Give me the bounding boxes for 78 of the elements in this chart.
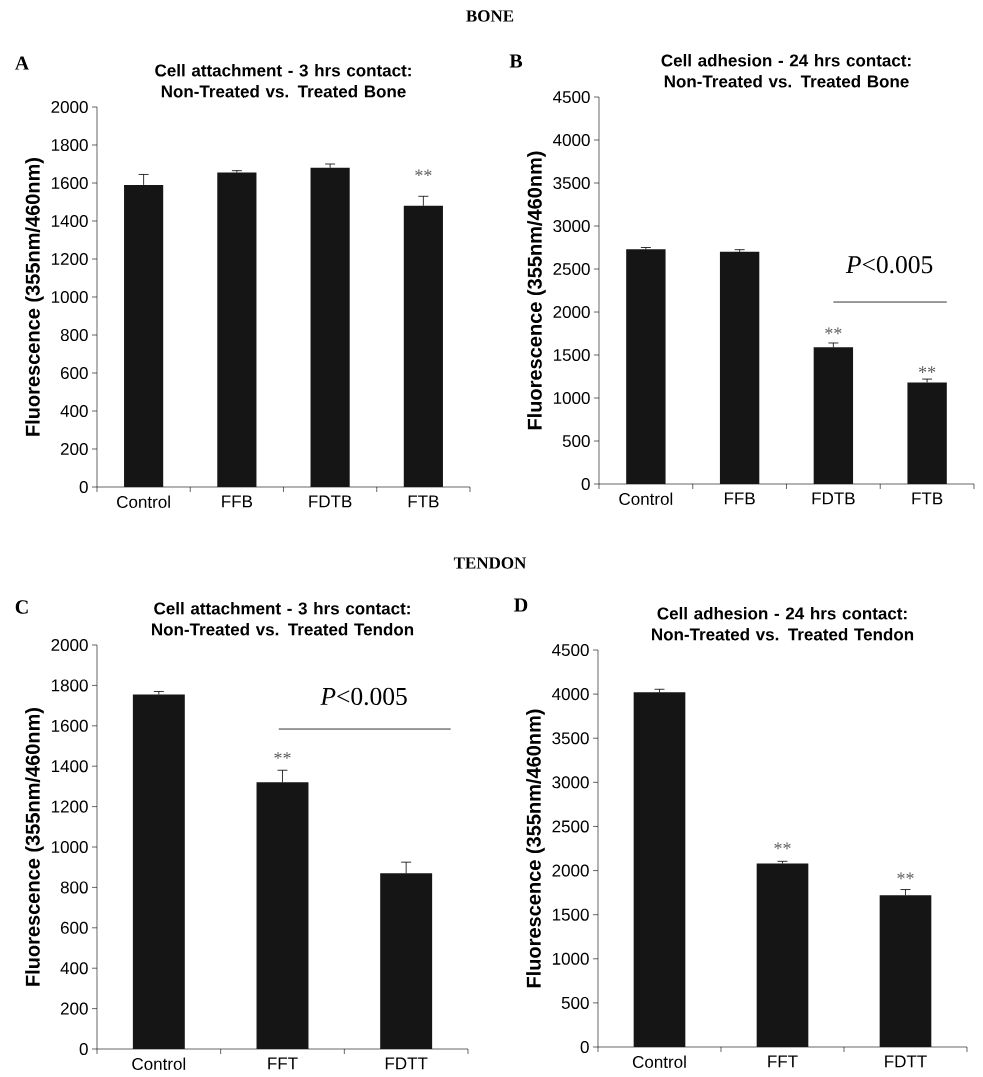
x-tick-label: Control — [619, 492, 673, 506]
y-tick-label: 1800 — [51, 138, 88, 152]
annotation: ** — [415, 169, 432, 177]
x-tick-label: FDTB — [309, 495, 352, 508]
annotation: ** — [825, 327, 842, 335]
y-tick-label: 800 — [60, 881, 88, 894]
y-tick-label: 1000 — [51, 840, 88, 854]
y-tick-label: 3500 — [552, 732, 589, 745]
y-tick-label: 500 — [561, 996, 589, 1009]
annotation: P<0.005 — [320, 687, 407, 706]
y-tick-label: 1200 — [51, 252, 88, 266]
y-tick-label: 1600 — [51, 176, 88, 190]
chart-title: Cell attachment - 3 hrs contact: Non-Treated vs. Treated Bone — [155, 64, 411, 98]
y-tick-label: 1400 — [51, 214, 88, 228]
y-axis-title: Fluorescence (355nm/460nm) — [527, 151, 546, 430]
x-tick-label: FDTT — [885, 1055, 927, 1068]
x-tick-label: FTB — [912, 492, 943, 505]
y-tick-label: 3000 — [553, 220, 590, 233]
y-tick-label: 1400 — [51, 760, 88, 773]
y-tick-label: 4000 — [552, 688, 589, 701]
y-tick-label: 1000 — [552, 952, 589, 965]
y-tick-label: 1500 — [553, 348, 590, 362]
y-tick-label: 2500 — [552, 820, 589, 833]
y-tick-label: 0 — [79, 480, 88, 494]
y-tick-label: 1600 — [51, 719, 88, 732]
y-tick-label: 1000 — [553, 391, 590, 405]
y-tick-label: 1000 — [51, 290, 88, 304]
x-tick-label: Control — [132, 1057, 186, 1071]
y-tick-label: 1200 — [51, 800, 88, 813]
y-tick-label: 2000 — [51, 100, 88, 114]
y-tick-label: 0 — [580, 1040, 589, 1054]
annotation: ** — [897, 872, 914, 880]
y-tick-label: 2000 — [552, 864, 589, 877]
y-tick-label: 500 — [562, 434, 590, 448]
y-tick-label: 1800 — [51, 679, 88, 692]
y-tick-label: 1500 — [552, 908, 589, 921]
annotation: ** — [274, 752, 291, 759]
text: C — [15, 600, 28, 614]
text: TENDON — [453, 557, 527, 569]
y-tick-label: 4500 — [552, 643, 589, 657]
y-tick-label: 4000 — [553, 134, 590, 147]
y-axis-title: Fluorescence (355nm/460nm) — [526, 709, 545, 988]
y-tick-label: 3500 — [553, 177, 590, 190]
y-tick-label: 0 — [79, 1042, 88, 1056]
x-tick-label: FFB — [222, 495, 253, 508]
y-tick-label: 800 — [60, 328, 88, 342]
annotation: ** — [774, 842, 791, 850]
x-tick-label: FFB — [724, 492, 755, 505]
x-tick-label: FDTB — [812, 492, 855, 505]
y-axis-title: Fluorescence (355nm/460nm) — [25, 157, 44, 436]
x-tick-label: FDTT — [385, 1057, 428, 1070]
y-tick-label: 2000 — [51, 638, 88, 652]
y-tick-label: 0 — [581, 477, 590, 491]
x-tick-label: FFT — [268, 1057, 298, 1070]
text: B — [509, 54, 523, 68]
x-tick-label: Control — [117, 495, 170, 509]
y-tick-label: 200 — [60, 1002, 88, 1015]
annotation: P<0.005 — [845, 256, 933, 274]
text: BONE — [466, 10, 514, 22]
text: D — [514, 598, 528, 612]
x-tick-label: Control — [632, 1055, 686, 1069]
annotation: ** — [919, 366, 936, 373]
y-tick-label: 400 — [60, 404, 88, 418]
chart-title: Cell attachment - 3 hrs contact: Non-Treated vs. Treated Tendon — [152, 602, 414, 636]
y-axis-title: Fluorescence (355nm/460nm) — [25, 707, 44, 986]
y-tick-label: 3000 — [552, 776, 589, 789]
y-tick-label: 4500 — [553, 91, 590, 104]
chart-title: Cell adhesion - 24 hrs contact: Non-Treated vs. Treated Bone — [661, 54, 911, 88]
chart-title: Cell adhesion - 24 hrs contact: Non-Treated vs. Treated Tendon — [652, 607, 914, 641]
x-tick-label: FTB — [408, 495, 439, 508]
y-tick-label: 200 — [60, 442, 88, 456]
y-tick-label: 600 — [60, 921, 88, 934]
y-tick-label: 2000 — [553, 305, 590, 319]
y-tick-label: 600 — [60, 366, 88, 380]
y-tick-label: 2500 — [553, 262, 590, 276]
x-tick-label: FFT — [768, 1055, 798, 1068]
y-tick-label: 400 — [60, 962, 88, 975]
text: A — [14, 56, 30, 70]
